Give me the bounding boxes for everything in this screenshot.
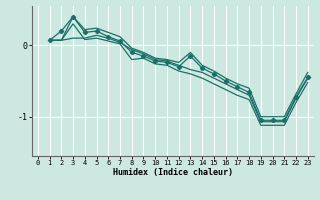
X-axis label: Humidex (Indice chaleur): Humidex (Indice chaleur) [113,168,233,177]
